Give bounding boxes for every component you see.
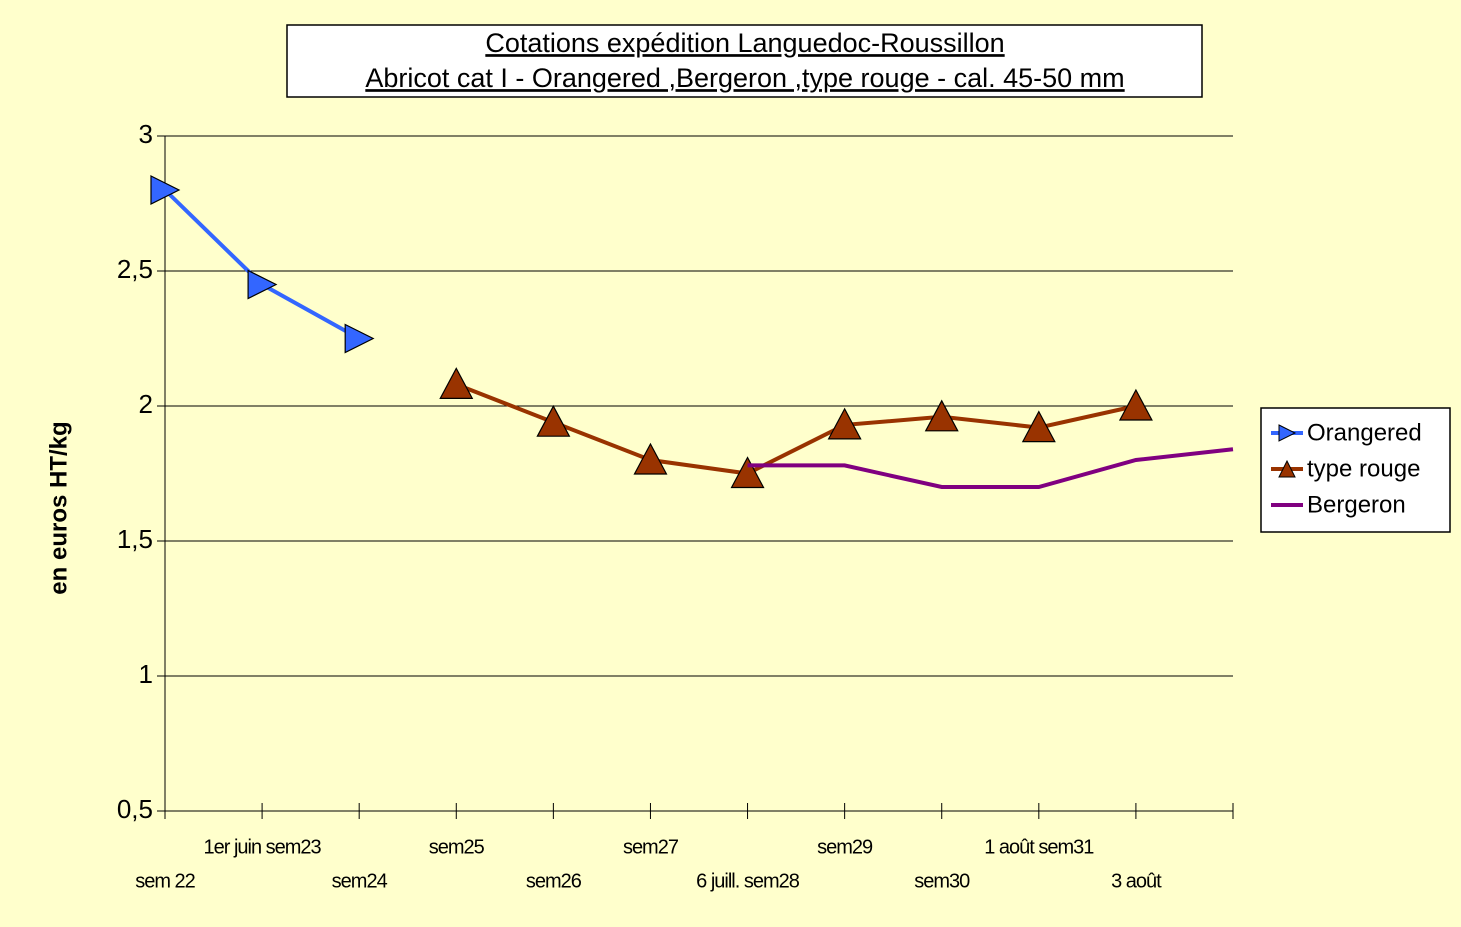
marker bbox=[827, 407, 862, 440]
marker bbox=[344, 323, 375, 354]
y-tick-label: 3 bbox=[139, 119, 153, 149]
x-tick-label: 6 juill. sem28 bbox=[696, 870, 800, 892]
legend-marker bbox=[1278, 459, 1296, 478]
marker bbox=[247, 269, 278, 300]
x-tick-label: 1er juin sem23 bbox=[203, 836, 321, 858]
series-line bbox=[455, 382, 1137, 476]
title-box bbox=[286, 24, 1203, 98]
marker bbox=[633, 442, 668, 475]
chart-title: Cotations expédition Languedoc-Roussillo… bbox=[485, 28, 1004, 58]
y-tick-label: 1,5 bbox=[117, 524, 153, 554]
x-tick-label: sem29 bbox=[817, 836, 873, 858]
x-tick-label: sem24 bbox=[332, 870, 388, 892]
x-tick-label: sem25 bbox=[429, 836, 485, 858]
series-line bbox=[747, 447, 1234, 489]
y-tick-label: 1 bbox=[139, 659, 153, 689]
y-tick-label: 2 bbox=[139, 389, 153, 419]
marker bbox=[730, 456, 765, 489]
legend-marker bbox=[1278, 424, 1297, 442]
x-tick-label: 3 août bbox=[1111, 870, 1162, 892]
x-tick-label: 1 août sem31 bbox=[984, 836, 1094, 858]
chart-subtitle: Abricot cat I - Orangered ,Bergeron ,typ… bbox=[365, 63, 1124, 93]
x-tick-label: sem27 bbox=[623, 836, 679, 858]
legend-label: type rouge bbox=[1307, 455, 1420, 482]
y-tick-label: 0,5 bbox=[117, 794, 153, 824]
marker bbox=[1021, 410, 1056, 443]
legend-label: Orangered bbox=[1307, 419, 1422, 446]
marker bbox=[150, 175, 181, 205]
marker bbox=[439, 367, 474, 399]
marker bbox=[536, 404, 571, 437]
legend-label: Bergeron bbox=[1307, 491, 1406, 518]
y-axis-label: en euros HT/kg bbox=[45, 421, 72, 594]
marker bbox=[924, 399, 959, 432]
marker bbox=[1118, 388, 1153, 421]
y-tick-label: 2,5 bbox=[117, 254, 153, 284]
x-tick-label: sem 22 bbox=[135, 870, 195, 892]
x-tick-label: sem30 bbox=[914, 870, 970, 892]
x-tick-label: sem26 bbox=[526, 870, 582, 892]
